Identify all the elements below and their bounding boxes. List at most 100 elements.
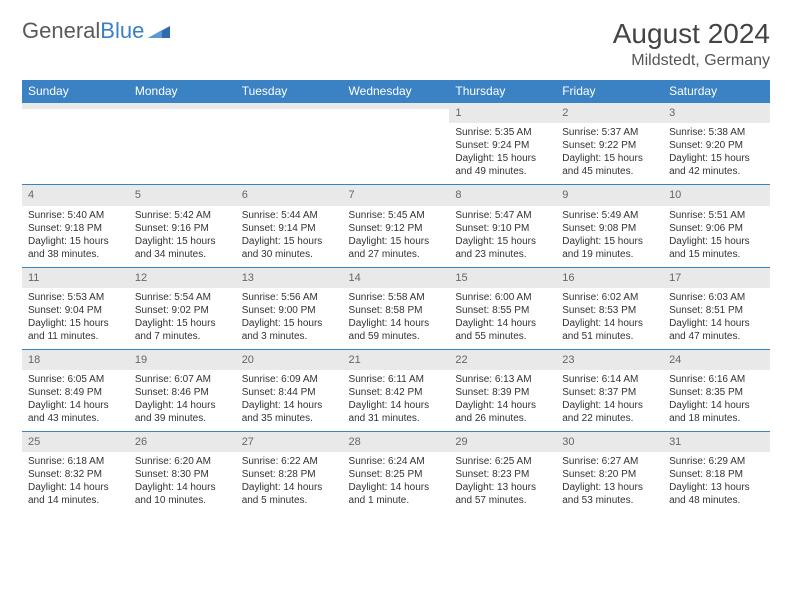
calendar-cell: 29Sunrise: 6:25 AMSunset: 8:23 PMDayligh… <box>449 432 556 514</box>
daylight-text: Daylight: 15 hours and 15 minutes. <box>669 235 764 261</box>
sunset-text: Sunset: 9:16 PM <box>135 222 230 235</box>
day-content <box>236 109 343 167</box>
sunrise-text: Sunrise: 6:02 AM <box>562 291 657 304</box>
sunset-text: Sunset: 8:58 PM <box>349 304 444 317</box>
day-content: Sunrise: 6:22 AMSunset: 8:28 PMDaylight:… <box>236 452 343 513</box>
sunrise-text: Sunrise: 5:54 AM <box>135 291 230 304</box>
daylight-text: Daylight: 15 hours and 34 minutes. <box>135 235 230 261</box>
day-content: Sunrise: 6:05 AMSunset: 8:49 PMDaylight:… <box>22 370 129 431</box>
logo-text-2: Blue <box>100 18 144 44</box>
calendar-table: Sunday Monday Tuesday Wednesday Thursday… <box>22 80 770 513</box>
title-block: August 2024 Mildstedt, Germany <box>613 18 770 70</box>
day-content: Sunrise: 5:42 AMSunset: 9:16 PMDaylight:… <box>129 206 236 267</box>
sunset-text: Sunset: 8:32 PM <box>28 468 123 481</box>
daylight-text: Daylight: 14 hours and 43 minutes. <box>28 399 123 425</box>
sunrise-text: Sunrise: 5:37 AM <box>562 126 657 139</box>
sunset-text: Sunset: 9:18 PM <box>28 222 123 235</box>
day-content: Sunrise: 6:27 AMSunset: 8:20 PMDaylight:… <box>556 452 663 513</box>
day-number: 25 <box>22 432 129 452</box>
sunset-text: Sunset: 9:04 PM <box>28 304 123 317</box>
calendar-cell: 17Sunrise: 6:03 AMSunset: 8:51 PMDayligh… <box>663 267 770 349</box>
daylight-text: Daylight: 14 hours and 22 minutes. <box>562 399 657 425</box>
calendar-cell: 21Sunrise: 6:11 AMSunset: 8:42 PMDayligh… <box>343 349 450 431</box>
day-number: 26 <box>129 432 236 452</box>
sunset-text: Sunset: 8:37 PM <box>562 386 657 399</box>
sunset-text: Sunset: 8:28 PM <box>242 468 337 481</box>
sunrise-text: Sunrise: 5:35 AM <box>455 126 550 139</box>
day-number: 14 <box>343 268 450 288</box>
sunset-text: Sunset: 9:24 PM <box>455 139 550 152</box>
daylight-text: Daylight: 13 hours and 53 minutes. <box>562 481 657 507</box>
sunrise-text: Sunrise: 5:53 AM <box>28 291 123 304</box>
sunrise-text: Sunrise: 6:14 AM <box>562 373 657 386</box>
day-number: 2 <box>556 103 663 123</box>
calendar-cell: 8Sunrise: 5:47 AMSunset: 9:10 PMDaylight… <box>449 185 556 267</box>
day-number: 28 <box>343 432 450 452</box>
logo-triangle-icon <box>148 18 170 44</box>
day-number: 17 <box>663 268 770 288</box>
sunrise-text: Sunrise: 6:27 AM <box>562 455 657 468</box>
daylight-text: Daylight: 14 hours and 14 minutes. <box>28 481 123 507</box>
sunrise-text: Sunrise: 6:25 AM <box>455 455 550 468</box>
calendar-cell: 28Sunrise: 6:24 AMSunset: 8:25 PMDayligh… <box>343 432 450 514</box>
daylight-text: Daylight: 15 hours and 45 minutes. <box>562 152 657 178</box>
sunrise-text: Sunrise: 5:44 AM <box>242 209 337 222</box>
sunrise-text: Sunrise: 6:13 AM <box>455 373 550 386</box>
weekday-header: Saturday <box>663 80 770 103</box>
day-number: 21 <box>343 350 450 370</box>
sunset-text: Sunset: 8:44 PM <box>242 386 337 399</box>
day-content: Sunrise: 6:29 AMSunset: 8:18 PMDaylight:… <box>663 452 770 513</box>
calendar-cell: 30Sunrise: 6:27 AMSunset: 8:20 PMDayligh… <box>556 432 663 514</box>
day-content: Sunrise: 6:16 AMSunset: 8:35 PMDaylight:… <box>663 370 770 431</box>
sunset-text: Sunset: 8:25 PM <box>349 468 444 481</box>
calendar-cell: 10Sunrise: 5:51 AMSunset: 9:06 PMDayligh… <box>663 185 770 267</box>
weekday-header: Sunday <box>22 80 129 103</box>
calendar-row: 18Sunrise: 6:05 AMSunset: 8:49 PMDayligh… <box>22 349 770 431</box>
sunrise-text: Sunrise: 5:56 AM <box>242 291 337 304</box>
sunset-text: Sunset: 9:20 PM <box>669 139 764 152</box>
day-number: 4 <box>22 185 129 205</box>
calendar-row: 25Sunrise: 6:18 AMSunset: 8:32 PMDayligh… <box>22 432 770 514</box>
daylight-text: Daylight: 14 hours and 55 minutes. <box>455 317 550 343</box>
daylight-text: Daylight: 15 hours and 11 minutes. <box>28 317 123 343</box>
day-number: 9 <box>556 185 663 205</box>
sunset-text: Sunset: 8:51 PM <box>669 304 764 317</box>
calendar-cell <box>129 103 236 185</box>
sunrise-text: Sunrise: 5:45 AM <box>349 209 444 222</box>
calendar-cell: 19Sunrise: 6:07 AMSunset: 8:46 PMDayligh… <box>129 349 236 431</box>
daylight-text: Daylight: 14 hours and 31 minutes. <box>349 399 444 425</box>
day-number: 12 <box>129 268 236 288</box>
daylight-text: Daylight: 14 hours and 18 minutes. <box>669 399 764 425</box>
day-content: Sunrise: 6:24 AMSunset: 8:25 PMDaylight:… <box>343 452 450 513</box>
daylight-text: Daylight: 15 hours and 3 minutes. <box>242 317 337 343</box>
daylight-text: Daylight: 15 hours and 23 minutes. <box>455 235 550 261</box>
sunset-text: Sunset: 8:53 PM <box>562 304 657 317</box>
calendar-head: Sunday Monday Tuesday Wednesday Thursday… <box>22 80 770 103</box>
calendar-cell: 22Sunrise: 6:13 AMSunset: 8:39 PMDayligh… <box>449 349 556 431</box>
header: GeneralBlue August 2024 Mildstedt, Germa… <box>22 18 770 70</box>
day-number: 19 <box>129 350 236 370</box>
day-number: 18 <box>22 350 129 370</box>
calendar-cell: 31Sunrise: 6:29 AMSunset: 8:18 PMDayligh… <box>663 432 770 514</box>
daylight-text: Daylight: 15 hours and 7 minutes. <box>135 317 230 343</box>
calendar-cell: 1Sunrise: 5:35 AMSunset: 9:24 PMDaylight… <box>449 103 556 185</box>
day-content <box>343 109 450 167</box>
daylight-text: Daylight: 15 hours and 30 minutes. <box>242 235 337 261</box>
day-number: 6 <box>236 185 343 205</box>
calendar-row: 11Sunrise: 5:53 AMSunset: 9:04 PMDayligh… <box>22 267 770 349</box>
daylight-text: Daylight: 14 hours and 39 minutes. <box>135 399 230 425</box>
calendar-cell <box>22 103 129 185</box>
day-content: Sunrise: 5:58 AMSunset: 8:58 PMDaylight:… <box>343 288 450 349</box>
day-number: 27 <box>236 432 343 452</box>
sunset-text: Sunset: 9:12 PM <box>349 222 444 235</box>
day-content: Sunrise: 5:35 AMSunset: 9:24 PMDaylight:… <box>449 123 556 184</box>
calendar-cell: 16Sunrise: 6:02 AMSunset: 8:53 PMDayligh… <box>556 267 663 349</box>
sunset-text: Sunset: 8:49 PM <box>28 386 123 399</box>
day-content: Sunrise: 6:07 AMSunset: 8:46 PMDaylight:… <box>129 370 236 431</box>
daylight-text: Daylight: 14 hours and 59 minutes. <box>349 317 444 343</box>
day-number: 8 <box>449 185 556 205</box>
sunrise-text: Sunrise: 6:22 AM <box>242 455 337 468</box>
calendar-cell <box>236 103 343 185</box>
day-number: 1 <box>449 103 556 123</box>
calendar-row: 4Sunrise: 5:40 AMSunset: 9:18 PMDaylight… <box>22 185 770 267</box>
